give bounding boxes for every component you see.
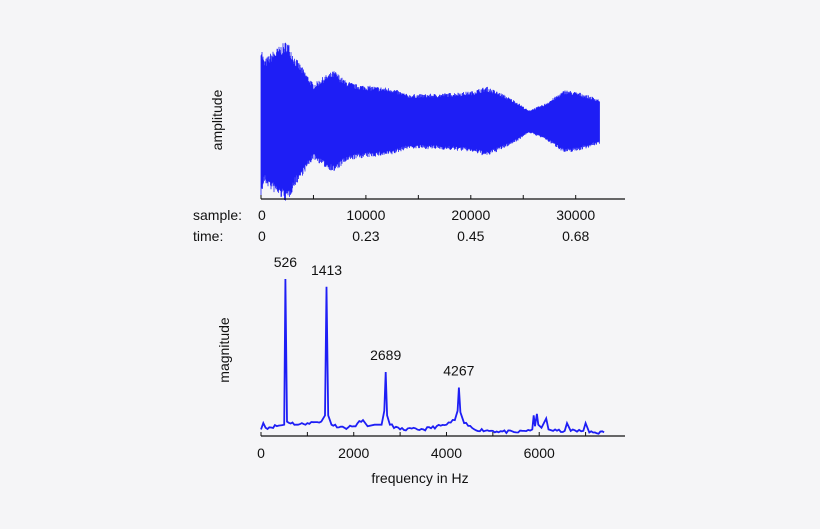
spectrum-series [260, 278, 605, 435]
time-tick-label: 0.23 [352, 228, 379, 244]
waveform-series [260, 42, 600, 201]
peak-label: 2689 [370, 347, 401, 363]
peak-label: 526 [274, 254, 298, 270]
frequency-tick-label: 6000 [524, 445, 555, 461]
frequency-tick-label: 0 [257, 445, 265, 461]
spectrum-x-label: frequency in Hz [371, 470, 468, 486]
peak-label: 4267 [443, 363, 474, 379]
sample-tick-label: 10000 [346, 207, 385, 223]
sample-row-label: sample: [193, 207, 242, 223]
spectrum-y-label: magnitude [216, 317, 232, 383]
time-tick-label: 0.45 [457, 228, 484, 244]
peak-label: 1413 [311, 262, 342, 278]
waveform-ticks [260, 195, 577, 199]
time-row-label: time: [193, 228, 223, 244]
spectrum-plot: magnitude 0 2000 4000 6000 526 141326894267 … [216, 254, 625, 486]
frequency-tick-label: 4000 [431, 445, 462, 461]
peak-annotations: 526 1413 2689 4267 [274, 254, 475, 379]
time-tick-label: 0 [258, 228, 266, 244]
sample-tick-label: 30000 [556, 207, 595, 223]
waveform-line [260, 42, 600, 201]
sample-tick-label: 0 [258, 207, 266, 223]
sample-tick-label: 20000 [451, 207, 490, 223]
spectrum-ticks [260, 432, 587, 436]
waveform-tick-labels: 0 0 10000 0.23 20000 0.45 30000 0.68 [258, 207, 595, 244]
spectrum-tick-labels: 0 2000 4000 6000 [257, 445, 555, 461]
frequency-tick-label: 2000 [338, 445, 369, 461]
time-tick-label: 0.68 [562, 228, 589, 244]
waveform-plot: amplitude sample: time: 0 0 10000 0.23 20000… [193, 42, 625, 244]
waveform-y-label: amplitude [209, 89, 225, 150]
